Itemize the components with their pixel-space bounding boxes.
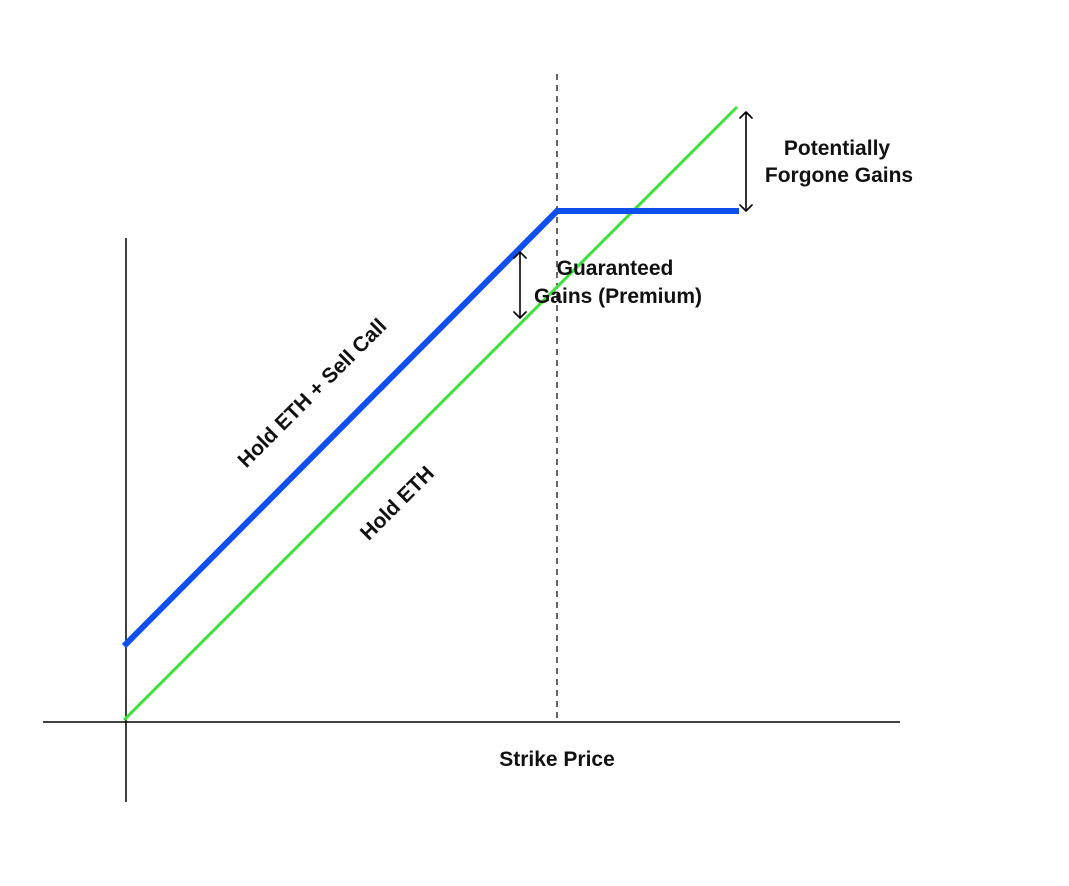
- strike-price-label: Strike Price: [499, 748, 615, 771]
- guaranteed-gains-label-line1: Guaranteed: [557, 257, 674, 280]
- covered-call-line: [121, 208, 739, 649]
- hold-eth-line: [122, 105, 739, 722]
- guaranteed-gains-label-line2: Gains (Premium): [534, 285, 702, 308]
- forgone-gains-label-line2: Forgone Gains: [765, 164, 913, 187]
- forgone-gains-label-line1: Potentially: [784, 137, 891, 160]
- covered-call-line-label: Hold ETH + Sell Call: [234, 315, 392, 473]
